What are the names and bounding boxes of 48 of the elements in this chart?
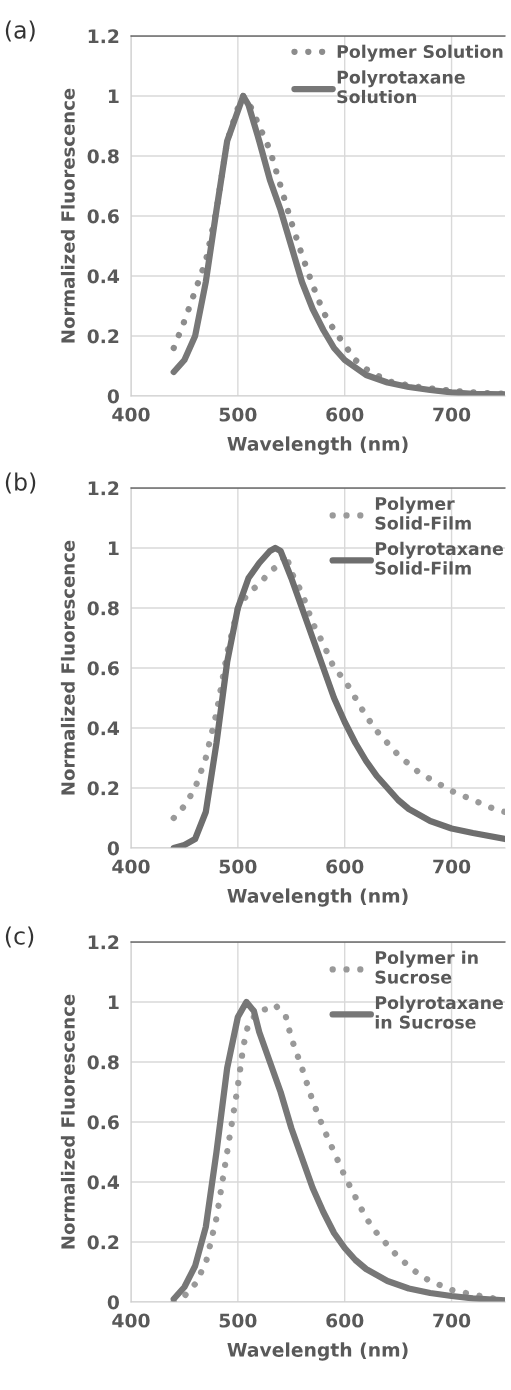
y-tick-label: 0.6 [87,661,119,676]
y-tick-label: 0 [107,841,119,856]
y-tick-label: 0.8 [87,1055,119,1070]
y-tick-label: 0 [107,389,119,404]
x-tick-label: 500 [219,859,257,874]
x-axis-title: Wavelength (nm) [227,888,408,907]
y-tick-label: 0.6 [87,209,119,224]
x-tick-label: 500 [219,1313,257,1328]
x-tick-label: 400 [112,1313,150,1328]
x-axis-title: Wavelength (nm) [227,1342,408,1361]
x-tick-label: 600 [326,859,364,874]
y-tick-label: 1 [108,89,119,104]
y-axis-title: Normalized Fluorescence [60,994,75,1249]
chart-title: (c) [5,926,34,948]
y-axis-title: Normalized Fluorescence [60,88,75,343]
x-tick-label: 700 [433,1313,471,1328]
y-tick-label: 0.2 [87,1235,119,1250]
x-tick-label: 700 [433,407,471,422]
y-tick-label: 0.2 [87,781,119,796]
legend-label: Polyrotaxane Solid-Film [375,541,503,575]
legend-label: Polyrotaxane in Sucrose [375,995,503,1029]
y-tick-label: 0.6 [87,1115,119,1130]
x-tick-label: 600 [326,1313,364,1328]
x-tick-label: 400 [112,859,150,874]
legend-label: Polymer Solid-Film [375,496,471,530]
y-tick-label: 0.2 [87,329,119,344]
y-tick-label: 1.2 [88,935,119,950]
y-tick-label: 0.4 [87,269,120,284]
y-tick-label: 1.2 [88,481,119,496]
x-tick-label: 400 [112,407,150,422]
legend-label: Polymer in Sucrose [375,950,478,984]
legend-label: Polymer Solution [337,44,503,62]
y-tick-label: 1 [108,541,119,556]
x-tick-label: 700 [433,859,471,874]
y-axis-title: Normalized Fluorescence [60,540,75,795]
y-tick-label: 1.2 [88,29,119,44]
y-tick-label: 0.4 [87,721,120,736]
y-tick-label: 0.8 [87,601,119,616]
chart-title: (b) [5,472,36,494]
chart-title: (a) [5,20,35,42]
y-tick-label: 0.8 [87,149,119,164]
x-tick-label: 600 [326,407,364,422]
y-tick-label: 0.4 [87,1175,120,1190]
y-tick-label: 1 [108,995,119,1010]
y-tick-label: 0 [107,1295,119,1310]
legend-label: Polyrotaxane Solution [337,70,465,104]
x-tick-label: 500 [219,407,257,422]
x-axis-title: Wavelength (nm) [227,436,408,455]
